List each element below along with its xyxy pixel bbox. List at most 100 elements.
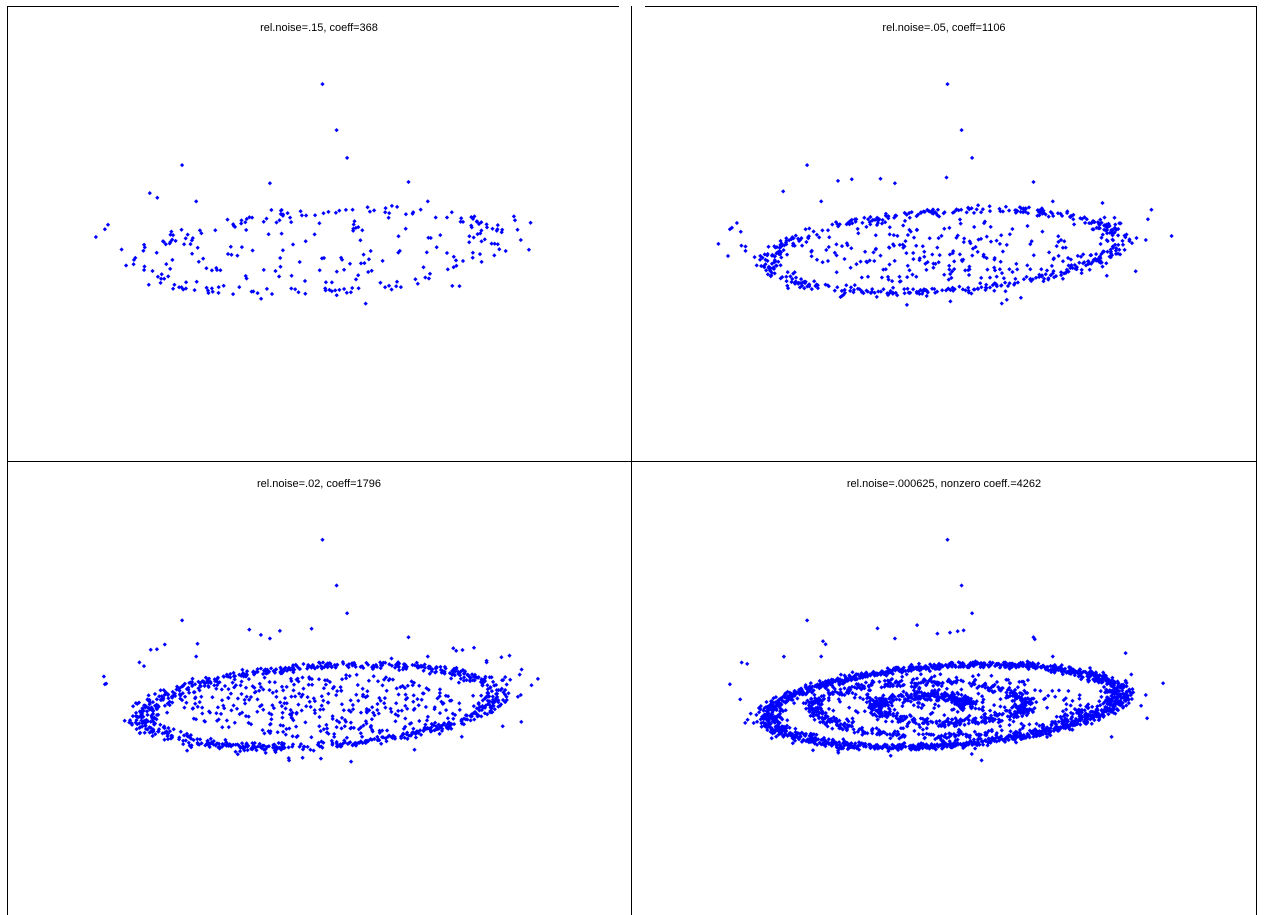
scatter-point	[450, 711, 455, 716]
scatter-point	[902, 218, 908, 224]
scatter-point	[240, 667, 245, 672]
scatter-point	[339, 743, 344, 749]
scatter-point	[469, 672, 475, 677]
scatter-point	[1112, 699, 1117, 704]
scatter-point	[272, 745, 277, 750]
scatter-point	[218, 711, 224, 717]
scatter-point	[214, 678, 219, 684]
scatter-point	[1036, 661, 1041, 666]
scatter-point	[287, 726, 292, 731]
scatter-point	[1024, 274, 1029, 280]
scatter-point	[887, 225, 892, 230]
scatter-point	[497, 247, 502, 252]
scatter-point	[418, 207, 423, 212]
scatter-point	[489, 241, 494, 246]
scatter-point	[950, 717, 955, 722]
scatter-point	[838, 294, 843, 300]
scatter-point	[1075, 253, 1080, 259]
scatter-point	[291, 718, 296, 723]
scatter-point	[870, 286, 875, 292]
scatter-point	[900, 674, 905, 679]
scatter-point	[403, 692, 408, 697]
scatter-point	[899, 670, 905, 675]
scatter-point	[214, 711, 219, 716]
scatter-point	[776, 259, 781, 264]
scatter-point	[397, 667, 402, 673]
scatter-point	[883, 719, 888, 724]
scatter-point	[267, 181, 273, 186]
scatter-point	[921, 287, 927, 292]
scatter-point	[518, 237, 523, 243]
scatter-point	[808, 731, 813, 736]
scatter-point	[941, 744, 947, 749]
scatter-point	[442, 721, 447, 726]
scatter-point	[426, 666, 432, 671]
scatter-point	[341, 267, 347, 272]
scatter-point	[226, 724, 231, 730]
scatter-point	[1001, 276, 1007, 281]
scatter-point	[905, 286, 910, 291]
scatter-point	[778, 263, 783, 268]
scatter-point	[754, 712, 759, 718]
scatter-point	[1112, 215, 1117, 220]
scatter-point	[1112, 686, 1117, 692]
scatter-point	[727, 682, 733, 687]
scatter-point	[342, 724, 347, 729]
scatter-point	[375, 701, 380, 707]
scatter-point	[873, 246, 879, 251]
scatter-point	[976, 691, 981, 696]
scatter-point	[207, 744, 212, 750]
scatter-point	[334, 724, 339, 730]
scatter-point	[361, 723, 366, 728]
scatter-point	[239, 691, 244, 697]
scatter-point	[216, 290, 221, 296]
scatter-point	[307, 664, 312, 669]
scatter-point	[343, 672, 349, 678]
scatter-point	[1115, 233, 1121, 238]
scatter-point	[262, 675, 267, 680]
scatter-point	[291, 688, 296, 693]
scatter-point	[398, 684, 403, 690]
scatter-point	[243, 744, 248, 750]
scatter-point	[249, 289, 254, 294]
scatter-point	[1098, 260, 1103, 265]
scatter-point	[873, 233, 878, 238]
scatter-point	[396, 234, 401, 239]
scatter-point	[512, 218, 518, 223]
scatter-point	[781, 247, 786, 253]
scatter-point	[388, 706, 393, 711]
scatter-point	[426, 726, 432, 731]
scatter-point	[982, 661, 987, 666]
scatter-point	[358, 739, 363, 744]
scatter-point	[911, 256, 916, 262]
scatter-point	[451, 265, 456, 270]
scatter-point	[1007, 685, 1012, 691]
scatter-point	[219, 698, 225, 703]
scatter-point	[283, 732, 288, 737]
scatter-point	[830, 726, 835, 731]
scatter-point	[1043, 696, 1048, 701]
scatter-point	[1099, 235, 1104, 240]
scatter-point	[219, 744, 225, 749]
scatter-point	[324, 722, 329, 728]
scatter-point	[982, 219, 988, 224]
scatter-point	[952, 266, 957, 272]
scatter-point	[1108, 255, 1113, 260]
scatter-point	[267, 687, 272, 693]
scatter-point	[480, 681, 485, 686]
scatter-point	[203, 675, 209, 680]
scatter-point	[269, 207, 274, 213]
scatter-point	[889, 278, 895, 284]
scatter-point	[911, 235, 917, 240]
scatter-point	[133, 700, 139, 706]
scatter-point	[364, 708, 369, 714]
scatter-point	[845, 243, 850, 248]
scatter-point	[272, 742, 277, 747]
scatter-point	[303, 213, 309, 218]
scatter-point	[323, 682, 329, 687]
scatter-point	[271, 705, 277, 711]
scatter-point	[154, 250, 159, 255]
scatter-point	[316, 740, 321, 746]
scatter-point	[942, 272, 947, 277]
scatter-point	[105, 222, 111, 227]
